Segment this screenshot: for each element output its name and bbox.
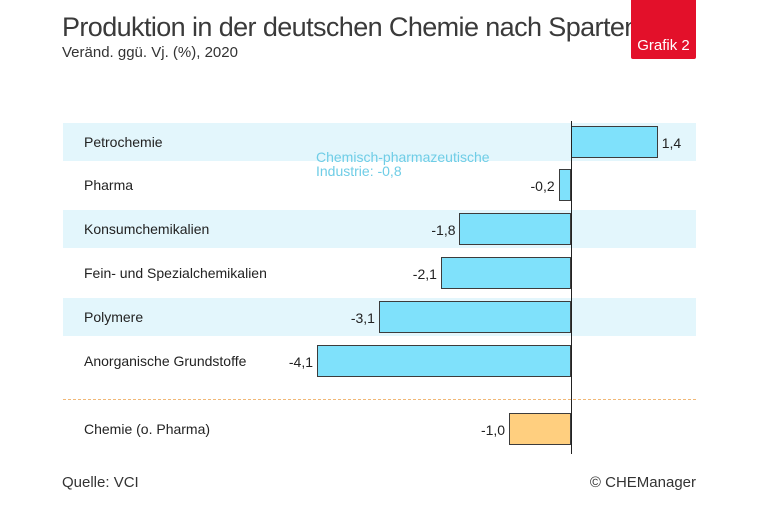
bar-polymere — [378, 301, 571, 333]
category-label-fein-und-spezialchemikalien: Fein- und Spezialchemikalien — [84, 265, 267, 281]
category-label-polymere: Polymere — [84, 309, 144, 325]
bar-pharma — [558, 169, 571, 201]
chart-subtitle: Veränd. ggü. Vj. (%), 2020 — [62, 44, 238, 61]
category-label-petrochemie: Petrochemie — [84, 134, 163, 150]
category-label-anorganische-grundstoffe: Anorganische Grundstoffe — [84, 353, 247, 369]
category-label-pharma: Pharma — [84, 177, 134, 193]
industry-total-annotation: Chemisch-pharmazeutische Industrie: -0,8 — [316, 149, 490, 179]
value-label-petrochemie: 1,4 — [661, 135, 682, 151]
value-label-pharma: -0,2 — [530, 178, 555, 194]
value-label-fein-und-spezialchemikalien: -2,1 — [412, 266, 437, 282]
bar-fein-und-spezialchemikalien — [440, 257, 571, 289]
value-label-chemie-o-pharma: -1,0 — [480, 422, 506, 438]
category-label-konsumchemikalien: Konsumchemikalien — [84, 221, 210, 237]
category-label-chemie-o-pharma: Chemie (o. Pharma) — [84, 421, 211, 437]
chart-title: Produktion in der deutschen Chemie nach … — [62, 12, 639, 42]
value-label-polymere: -3,1 — [350, 310, 375, 326]
zero-axis-line — [571, 121, 572, 454]
copyright-note: © CHEManager — [589, 474, 696, 491]
bar-chemie-o-pharma — [509, 413, 571, 445]
bar-petrochemie — [571, 126, 658, 158]
bar-konsumchemikalien — [459, 213, 571, 245]
figure-badge: Grafik 2 — [631, 0, 696, 59]
value-label-konsumchemikalien: -1,8 — [431, 222, 456, 238]
value-label-anorganische-grundstoffe: -4,1 — [288, 354, 313, 370]
bar-anorganische-grundstoffe — [317, 345, 571, 377]
total-separator-line — [63, 399, 696, 400]
source-note: Quelle: VCI — [62, 474, 139, 491]
row-band — [63, 210, 696, 248]
